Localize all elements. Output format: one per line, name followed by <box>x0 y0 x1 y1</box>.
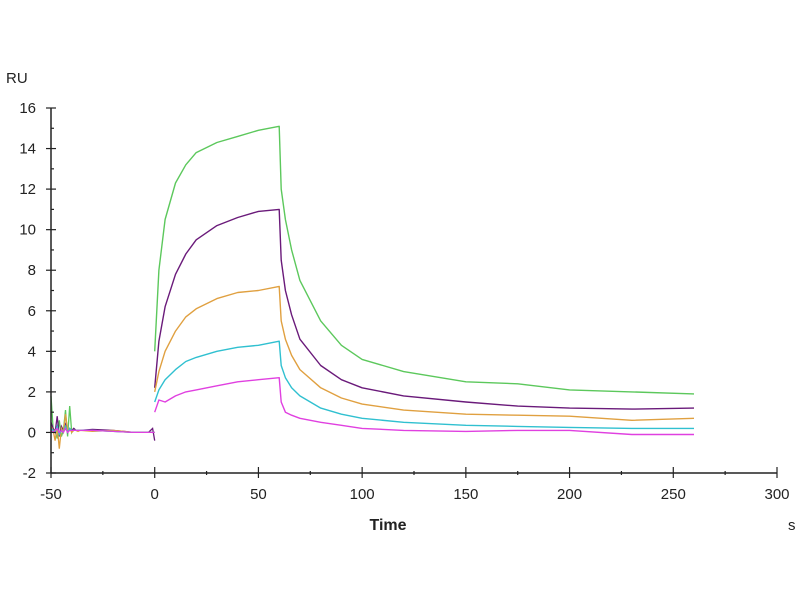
y-tick-label: 12 <box>19 181 36 198</box>
y-tick-label: 10 <box>19 222 36 239</box>
y-tick-label: 2 <box>28 384 36 401</box>
x-tick-label: 300 <box>764 486 789 503</box>
series-5-line <box>154 377 694 436</box>
y-tick-label: 0 <box>28 424 36 441</box>
y-tick-label: 8 <box>28 262 36 279</box>
y-tick-label: -2 <box>23 465 36 482</box>
y-tick-label: 14 <box>19 141 36 158</box>
x-axis-title: Time <box>369 517 406 534</box>
x-tick-label: 0 <box>151 486 159 503</box>
y-tick-label: 4 <box>28 343 36 360</box>
axes: -2 0 2 4 6 8 10 12 14 16 -50 0 50 100 150 200 250 300 <box>19 100 789 503</box>
series-3-line <box>154 285 695 421</box>
series-layer <box>50 125 695 449</box>
series-1-line <box>154 125 695 395</box>
x-tick-label: 100 <box>350 486 375 503</box>
x-tick-label: 50 <box>250 486 267 503</box>
y-tick-label: 6 <box>28 303 36 320</box>
x-tick-label: 250 <box>661 486 686 503</box>
x-axis-unit: s <box>788 517 796 534</box>
x-tick-label: 200 <box>557 486 582 503</box>
series-4-line <box>154 340 694 430</box>
y-axis-label: RU <box>6 70 28 87</box>
x-tick-label: -50 <box>40 486 62 503</box>
series-5-baseline <box>50 427 155 434</box>
x-tick-label: 150 <box>453 486 478 503</box>
y-tick-label: 16 <box>19 100 36 117</box>
series-2-line <box>154 208 695 410</box>
